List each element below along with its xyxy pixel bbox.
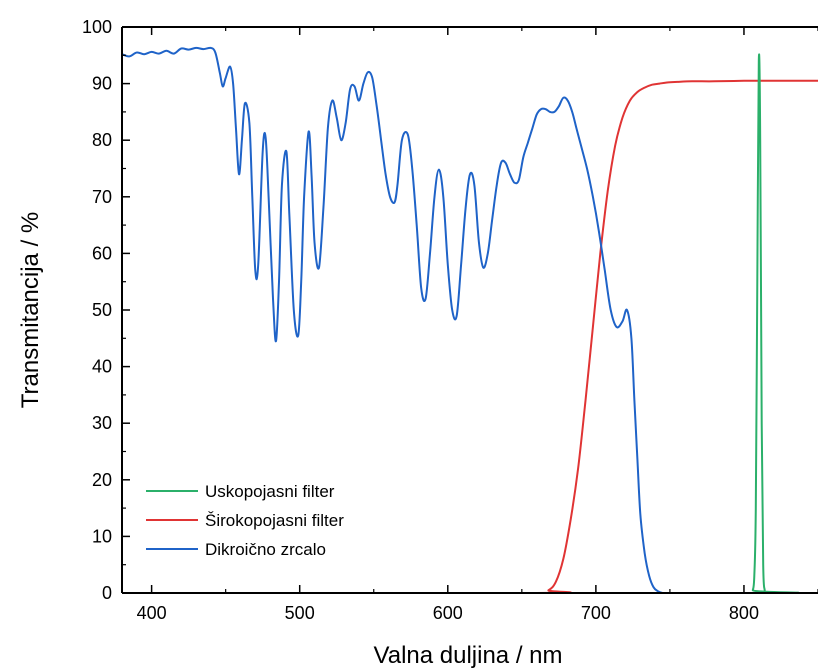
legend-label: Širokopojasni filter [205,511,344,530]
ticks-layer: 400 500 600 700 800 0 10 20 30 40 50 60 70 80 90 100 [82,17,818,623]
y-tick-label: 50 [92,300,112,320]
y-tick-label: 30 [92,413,112,433]
series-line-broadband-filter [122,79,818,593]
y-tick-label: 0 [102,583,112,603]
x-tick-label: 500 [285,603,315,623]
x-tick-label: 800 [729,603,759,623]
y-tick-label: 60 [92,243,112,263]
x-axis-title: Valna duljina / nm [374,642,563,669]
y-tick-label: 80 [92,130,112,150]
x-tick-label: 400 [137,603,167,623]
axes-layer [121,26,818,594]
legend-label: Uskopojasni filter [205,482,335,501]
legend: Uskopojasni filter Širokopojasni filter Di… [146,482,344,559]
y-tick-label: 10 [92,526,112,546]
x-tick-label: 600 [433,603,463,623]
legend-label: Dikroično zrcalo [205,540,326,559]
x-tick-label: 700 [581,603,611,623]
y-tick-label: 40 [92,357,112,377]
y-tick-label: 20 [92,470,112,490]
y-axis-title: Transmitancija / % [17,212,44,409]
y-tick-label: 100 [82,17,112,37]
series-line-dichroic-mirror [122,46,818,593]
y-tick-label: 70 [92,187,112,207]
y-tick-label: 90 [92,74,112,94]
